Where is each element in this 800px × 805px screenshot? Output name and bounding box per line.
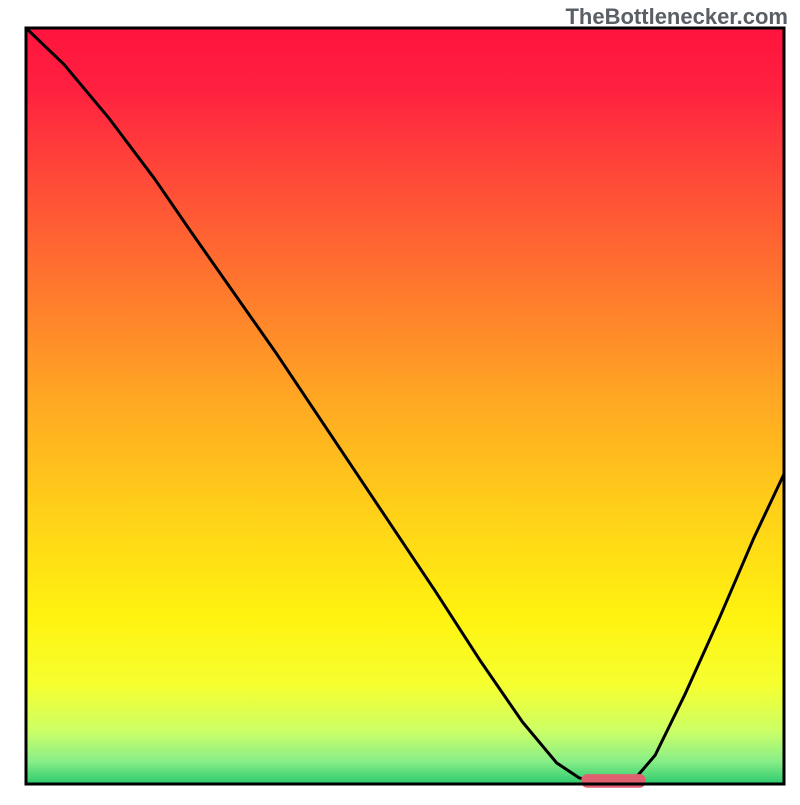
chart-container	[0, 0, 800, 800]
watermark-text: TheBottlenecker.com	[565, 4, 788, 30]
bottleneck-chart-svg	[0, 0, 800, 800]
optimal-marker	[581, 774, 645, 788]
plot-background	[26, 28, 784, 784]
